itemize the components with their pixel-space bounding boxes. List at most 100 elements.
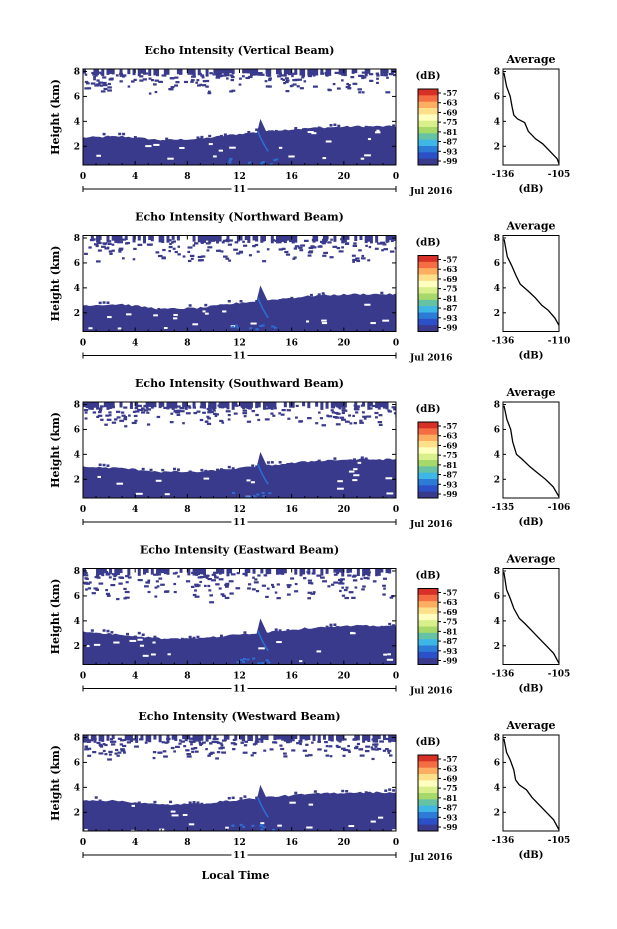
average-frame: [502, 68, 560, 166]
echo-cell: [243, 795, 247, 798]
clutter-cell: [93, 243, 99, 246]
clutter-cell: [166, 402, 170, 410]
clutter-cell: [118, 250, 122, 253]
clutter-cell: [299, 568, 303, 577]
clutter-cell: [383, 248, 389, 251]
x-tick-label: 0: [80, 672, 86, 682]
clutter-cell: [327, 241, 332, 244]
clutter-cell: [124, 242, 129, 245]
echo-cell: [180, 637, 184, 641]
echo-cell: [196, 635, 200, 639]
x-tick-label: 20: [338, 505, 351, 515]
clutter-cell: [214, 414, 218, 418]
clutter-cell: [318, 411, 321, 414]
clutter-cell: [283, 235, 287, 244]
clutter-cell: [85, 735, 89, 743]
echo-cell: [317, 293, 321, 296]
clutter-cell: [374, 743, 379, 746]
clutter-cell: [364, 568, 368, 576]
clutter-cell: [336, 735, 340, 741]
clutter-cell: [283, 752, 287, 755]
echo-cell: [122, 132, 126, 136]
echo-cell: [255, 128, 259, 131]
clutter-cell: [251, 410, 256, 413]
clutter-cell: [102, 81, 107, 85]
clutter-cell: [312, 69, 316, 77]
gap-cell: [167, 653, 171, 656]
clutter-cell: [239, 735, 243, 740]
clutter-cell: [174, 76, 179, 79]
colorbar-frame: [417, 255, 439, 332]
colorbar-tick-label: -93: [443, 313, 458, 323]
clutter-cell: [374, 247, 379, 250]
clutter-cell: [209, 72, 213, 75]
clutter-cell: [162, 750, 167, 753]
gap-cell: [117, 327, 122, 330]
average-profile-line: [503, 738, 560, 831]
clutter-cell: [276, 568, 280, 575]
clutter-cell: [262, 402, 266, 410]
colorbar-tick-label: -57: [443, 88, 457, 98]
clutter-cell: [107, 86, 112, 89]
clutter-cell: [291, 72, 296, 75]
colorbar-segment: [418, 114, 438, 122]
clutter-cell: [302, 69, 306, 77]
clutter-cell: [188, 737, 192, 740]
echo-cell: [106, 135, 110, 139]
clutter-cell: [152, 756, 156, 760]
clutter-cell: [182, 402, 186, 408]
echo-cell: [200, 135, 204, 139]
clutter-cell: [303, 80, 307, 83]
clutter-cell: [330, 735, 334, 742]
clutter-cell: [362, 402, 366, 407]
clutter-cell: [355, 411, 359, 414]
clutter-cell: [296, 742, 301, 745]
clutter-cell: [177, 575, 180, 578]
clutter-cell: [239, 77, 242, 80]
echo-cell: [270, 461, 274, 464]
echo-cell: [94, 796, 98, 799]
clutter-cell: [116, 416, 121, 419]
clutter-cell: [106, 235, 110, 243]
gap-cell: [288, 155, 295, 158]
clutter-cell: [109, 568, 113, 574]
clutter-cell: [366, 577, 370, 580]
strong-echo-cell: [236, 326, 240, 329]
clutter-cell: [278, 248, 284, 251]
echo-cell: [270, 130, 274, 133]
clutter-cell: [372, 735, 376, 743]
clutter-cell: [127, 568, 131, 576]
clutter-cell: [191, 750, 195, 753]
clutter-cell: [343, 235, 347, 243]
colorbar-segment: [418, 447, 438, 455]
clutter-cell: [354, 69, 358, 74]
clutter-cell: [87, 587, 92, 590]
clutter-cell: [139, 79, 144, 82]
average-y-tick-label: 6: [494, 92, 500, 102]
clutter-cell: [161, 568, 165, 573]
clutter-cell: [156, 415, 161, 419]
clutter-cell: [227, 413, 231, 417]
clutter-cell: [208, 402, 212, 410]
clutter-cell: [230, 742, 236, 745]
clutter-cell: [385, 240, 390, 243]
colorbar-tick-label: -93: [443, 146, 458, 156]
clutter-cell: [215, 76, 221, 79]
echo-cell: [384, 789, 388, 792]
gap-cell: [204, 312, 209, 315]
echo-cell: [188, 304, 192, 307]
colorbar-segment: [418, 158, 438, 166]
clutter-cell: [263, 749, 267, 752]
clutter-cell: [192, 406, 197, 409]
strong-echo-cell: [229, 157, 233, 160]
clutter-cell: [172, 240, 177, 243]
echo-cell: [278, 629, 282, 632]
gap-cell: [93, 643, 101, 646]
clutter-cell: [105, 414, 110, 417]
clutter-cell: [362, 415, 368, 418]
x-tick-label: 4: [132, 505, 138, 515]
gap-cell: [299, 660, 303, 663]
clutter-cell: [299, 742, 302, 746]
clutter-cell: [307, 735, 311, 741]
y-tick-label: 2: [74, 475, 80, 485]
